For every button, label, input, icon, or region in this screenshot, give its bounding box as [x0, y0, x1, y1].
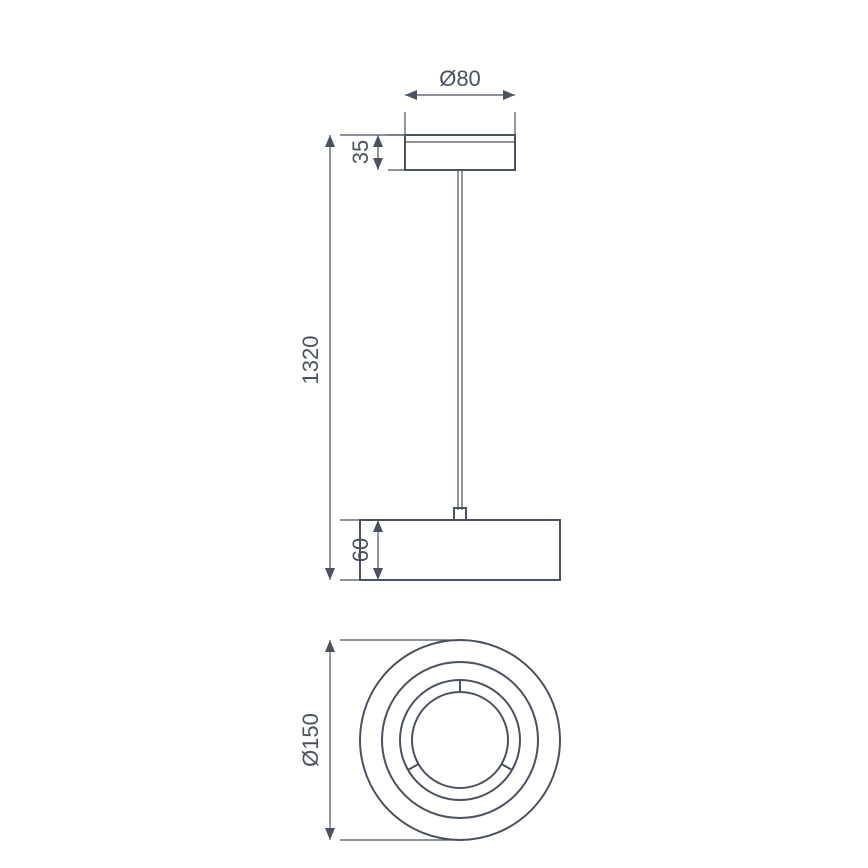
- canopy-box: [405, 135, 515, 170]
- dim-total-height: 1320: [298, 135, 405, 580]
- dim-canopy-diameter-label: Ø80: [439, 66, 481, 91]
- spoke-left: [408, 764, 419, 770]
- technical-drawing: Ø80 35 1320 60 Ø150: [0, 0, 868, 868]
- bottom-view: [360, 640, 560, 840]
- shade-box: [360, 520, 560, 580]
- spoke-right: [502, 764, 513, 770]
- dim-shade-height-label: 60: [348, 538, 373, 562]
- dim-shade-height: 60: [340, 520, 383, 580]
- outer-circle: [360, 640, 560, 840]
- hub-circle: [412, 692, 508, 788]
- strain-relief: [454, 508, 466, 520]
- ring-inner: [400, 680, 520, 800]
- dim-shade-diameter-label: Ø150: [298, 713, 323, 767]
- dim-total-height-label: 1320: [298, 336, 323, 385]
- dim-canopy-height: 35: [348, 135, 405, 170]
- dim-shade-diameter: Ø150: [298, 640, 460, 840]
- dim-canopy-diameter: Ø80: [405, 66, 515, 135]
- dim-canopy-height-label: 35: [348, 140, 373, 164]
